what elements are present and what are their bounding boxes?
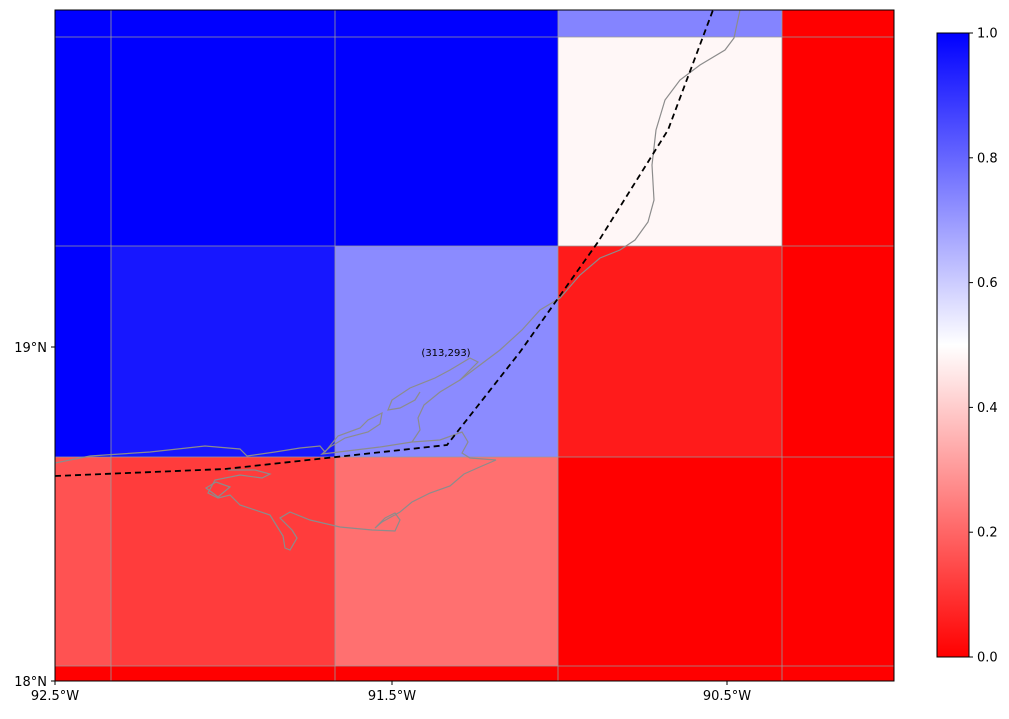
map-frame [54, 9, 895, 682]
colorbar-gradient [936, 32, 970, 658]
grid-cell [335, 457, 558, 666]
grid-cells [55, 10, 894, 681]
grid-cell [782, 37, 894, 246]
y-tick-label: 19°N [14, 341, 47, 356]
coastline-bay [387, 357, 480, 443]
colorbar-tick-label: 1.0 [977, 27, 998, 42]
grid-cell [335, 37, 558, 246]
colorbar-tick-label: 0.2 [977, 526, 998, 541]
grid-cell [55, 246, 111, 457]
grid-cell [558, 246, 782, 457]
grid-cell [782, 246, 894, 457]
colorbar-tick-label: 0.6 [977, 276, 998, 291]
colorbar-tick-label: 0.4 [977, 401, 998, 416]
coastline-east [459, 10, 741, 381]
colorbar-tick-label: 0.8 [977, 151, 998, 166]
grid-cell [782, 457, 894, 666]
colorbar-ticks: 0.0 0.2 0.4 0.6 0.8 1.0 [969, 27, 998, 666]
x-tick-label: 90.5°W [703, 689, 751, 704]
grid-cell [55, 10, 111, 37]
x-axis: 92.5°W 91.5°W 90.5°W [31, 681, 751, 704]
grid-cell [558, 457, 782, 666]
grid-lines [55, 10, 894, 681]
grid-cell [111, 10, 335, 37]
x-tick-label: 91.5°W [368, 689, 416, 704]
grid-cell [55, 666, 894, 681]
track-path [55, 10, 714, 477]
colorbar-tick-label: 0.0 [977, 651, 998, 666]
point-label: (313,293) [421, 348, 470, 359]
grid-cell [111, 37, 335, 246]
grid-cell [55, 37, 111, 246]
y-tick-label: 18°N [14, 675, 47, 690]
grid-cell [558, 10, 782, 37]
grid-cell [111, 457, 335, 666]
coastline-mainland [55, 411, 497, 551]
x-tick-label: 92.5°W [31, 689, 79, 704]
grid-cell [558, 37, 782, 246]
grid-cell [335, 10, 558, 37]
grid-cell [55, 457, 111, 666]
coastline [55, 10, 741, 551]
grid-cell [782, 10, 894, 37]
y-axis: 19°N 18°N [14, 341, 55, 690]
grid-cell [111, 246, 335, 457]
track-line [55, 10, 714, 477]
colorbar: 0.0 0.2 0.4 0.6 0.8 1.0 [936, 27, 998, 666]
coastline-island [204, 481, 232, 498]
